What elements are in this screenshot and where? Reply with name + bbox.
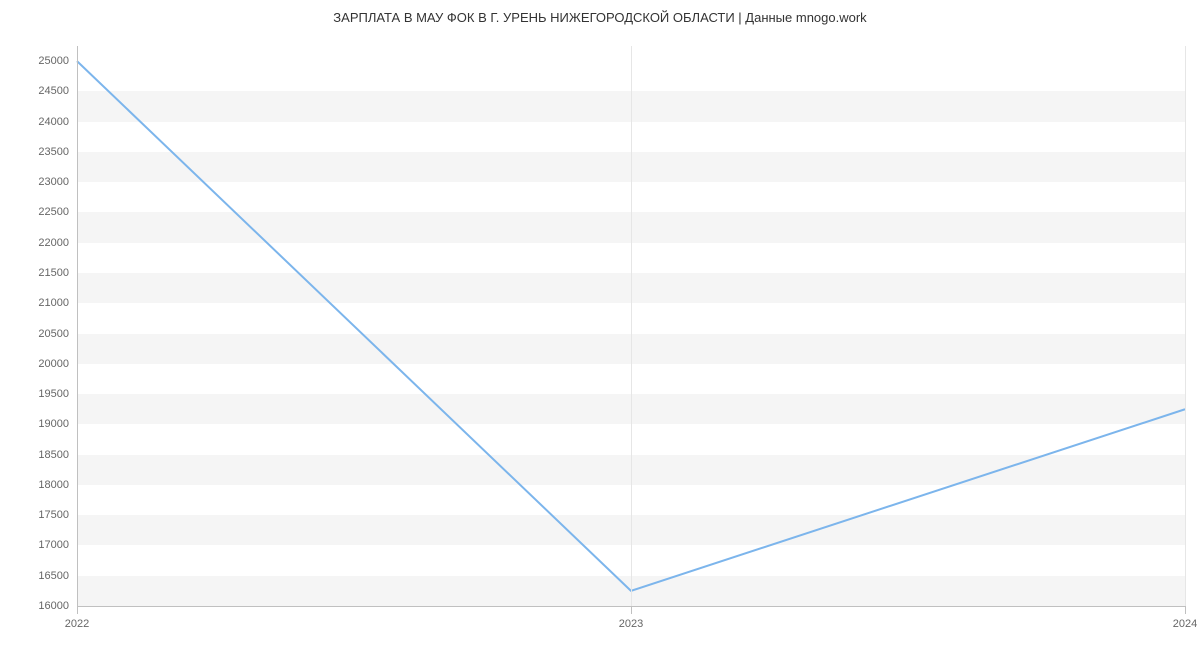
y-tick-label: 23500 [0,146,69,158]
y-tick-label: 18000 [0,479,69,491]
y-axis-line [77,46,78,606]
x-tick-label: 2023 [619,618,643,630]
gridline-vertical [631,46,632,606]
x-tick-label: 2024 [1173,618,1197,630]
y-tick-label: 16000 [0,600,69,612]
y-tick-label: 19000 [0,418,69,430]
x-tick-mark [77,606,78,614]
x-tick-mark [1185,606,1186,614]
y-tick-label: 25000 [0,55,69,67]
y-tick-label: 19500 [0,388,69,400]
y-tick-label: 20000 [0,358,69,370]
gridline-vertical [1185,46,1186,606]
salary-line-chart: ЗАРПЛАТА В МАУ ФОК В Г. УРЕНЬ НИЖЕГОРОДС… [0,0,1200,650]
y-tick-label: 17000 [0,539,69,551]
y-tick-label: 18500 [0,449,69,461]
y-tick-label: 23000 [0,176,69,188]
x-tick-label: 2022 [65,618,89,630]
y-tick-label: 22500 [0,206,69,218]
y-tick-label: 21500 [0,267,69,279]
y-tick-label: 24500 [0,85,69,97]
y-tick-label: 21000 [0,297,69,309]
plot-area [77,46,1185,606]
y-tick-label: 17500 [0,509,69,521]
x-tick-mark [631,606,632,614]
y-tick-label: 22000 [0,237,69,249]
chart-title: ЗАРПЛАТА В МАУ ФОК В Г. УРЕНЬ НИЖЕГОРОДС… [0,10,1200,25]
y-tick-label: 24000 [0,116,69,128]
y-tick-label: 20500 [0,328,69,340]
y-tick-label: 16500 [0,570,69,582]
